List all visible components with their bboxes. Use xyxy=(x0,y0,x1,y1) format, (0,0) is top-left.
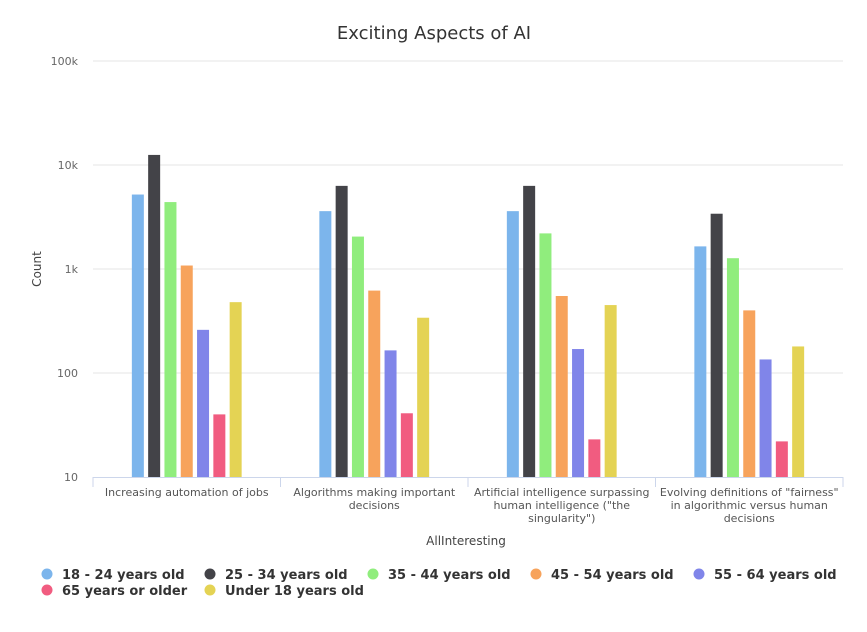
x-tick-label: singularity") xyxy=(528,512,595,525)
bar[interactable] xyxy=(351,236,364,477)
bar[interactable] xyxy=(775,441,788,477)
x-tick-label: Algorithms making important xyxy=(293,486,455,499)
bar[interactable] xyxy=(164,202,177,477)
bar[interactable] xyxy=(335,185,348,477)
bar[interactable] xyxy=(368,290,381,477)
legend-item[interactable]: 45 - 54 years old xyxy=(530,568,674,583)
x-tick-label: Artificial intelligence surpassing xyxy=(474,486,649,499)
legend-label: 45 - 54 years old xyxy=(551,568,674,583)
bar[interactable] xyxy=(588,439,601,477)
x-axis-title: AllInteresting xyxy=(426,534,506,548)
bar[interactable] xyxy=(319,211,332,478)
bar[interactable] xyxy=(604,305,617,477)
legend-marker xyxy=(204,568,216,580)
bar[interactable] xyxy=(726,258,739,477)
bar[interactable] xyxy=(506,211,519,478)
y-tick-label: 100 xyxy=(57,367,78,380)
legend-label: 55 - 64 years old xyxy=(714,568,837,583)
x-tick-label: Increasing automation of jobs xyxy=(105,486,269,499)
y-tick-label: 1k xyxy=(65,263,79,276)
legend-marker xyxy=(204,584,216,596)
bar[interactable] xyxy=(148,154,161,477)
legend-label: 35 - 44 years old xyxy=(388,568,511,583)
bar[interactable] xyxy=(384,350,397,477)
bar[interactable] xyxy=(743,310,756,477)
bar[interactable] xyxy=(694,246,707,477)
legend-item[interactable]: 18 - 24 years old xyxy=(41,568,185,583)
bar[interactable] xyxy=(555,296,568,477)
y-tick-label: 10k xyxy=(58,159,79,172)
x-tick-label: decisions xyxy=(724,512,775,525)
bar[interactable] xyxy=(523,185,536,477)
x-tick-label: human intelligence ("the xyxy=(493,499,630,512)
legend-marker xyxy=(693,568,705,580)
y-axis-title: Count xyxy=(30,251,44,287)
legend-marker xyxy=(41,568,53,580)
bar[interactable] xyxy=(539,233,552,477)
x-axis xyxy=(92,477,844,487)
bar[interactable] xyxy=(213,414,226,477)
legend-label: 25 - 34 years old xyxy=(225,568,348,583)
legend-marker xyxy=(367,568,379,580)
y-axis-ticks: 10 100 1k 10k 100k xyxy=(51,55,79,484)
bar[interactable] xyxy=(400,413,413,477)
y-tick-label: 10 xyxy=(64,471,78,484)
legend-marker xyxy=(41,584,53,596)
legend-marker xyxy=(530,568,542,580)
legend-item[interactable]: Under 18 years old xyxy=(204,584,364,599)
bar[interactable] xyxy=(131,194,144,478)
legend-label: 65 years or older xyxy=(62,584,188,599)
bar[interactable] xyxy=(759,359,772,477)
legend: 18 - 24 years old 25 - 34 years old 35 - 4… xyxy=(41,568,837,599)
bar[interactable] xyxy=(229,302,242,477)
bar[interactable] xyxy=(417,317,430,477)
bar[interactable] xyxy=(792,346,805,477)
bar[interactable] xyxy=(710,213,723,477)
y-tick-label: 100k xyxy=(51,55,79,68)
bars xyxy=(131,154,805,478)
x-tick-label: in algorithmic versus human xyxy=(671,499,828,512)
bar[interactable] xyxy=(572,349,585,477)
legend-label: Under 18 years old xyxy=(225,584,364,599)
x-axis-category-labels: Increasing automation of jobs Algorithms … xyxy=(105,486,839,525)
x-tick-label: decisions xyxy=(349,499,400,512)
bar[interactable] xyxy=(180,265,193,477)
legend-item[interactable]: 25 - 34 years old xyxy=(204,568,348,583)
bar[interactable] xyxy=(197,329,210,477)
legend-item[interactable]: 55 - 64 years old xyxy=(693,568,837,583)
legend-item[interactable]: 35 - 44 years old xyxy=(367,568,511,583)
x-tick-label: Evolving definitions of "fairness" xyxy=(660,486,839,499)
legend-item[interactable]: 65 years or older xyxy=(41,584,188,599)
legend-label: 18 - 24 years old xyxy=(62,568,185,583)
chart-title: Exciting Aspects of AI xyxy=(337,23,531,44)
